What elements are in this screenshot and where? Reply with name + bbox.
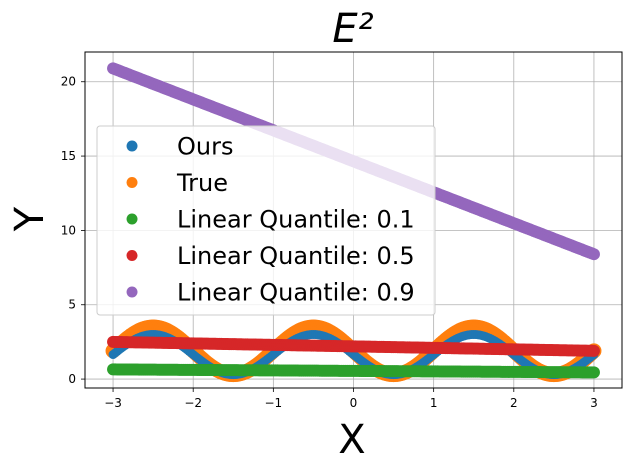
- data-point: [587, 366, 600, 379]
- legend-label: Ours: [177, 133, 233, 161]
- legend-box: [96, 125, 436, 316]
- x-tick-label: −1: [264, 396, 282, 410]
- series-linear-quantile-0-1: [107, 363, 600, 379]
- x-tick-label: −2: [184, 396, 202, 410]
- x-axis-label: X: [338, 417, 365, 463]
- y-tick-label: 15: [61, 149, 76, 163]
- series-linear-quantile-0-5: [107, 335, 600, 357]
- y-axis-label: Y: [7, 206, 53, 232]
- legend-marker: [126, 286, 138, 298]
- legend: Ours True Linear Quantile: 0.1 Linear Quant…: [96, 125, 436, 316]
- legend-label: Linear Quantile: 0.5: [177, 242, 415, 270]
- data-point: [587, 248, 600, 261]
- chart-title: E²: [332, 6, 373, 52]
- legend-label: Linear Quantile: 0.1: [177, 206, 415, 234]
- legend-label: Linear Quantile: 0.9: [177, 279, 415, 307]
- y-tick-label: 0: [68, 372, 76, 386]
- legend-marker: [126, 177, 138, 188]
- y-axis-ticks: 0 5 10 15 20: [61, 75, 85, 386]
- legend-label: True: [176, 169, 228, 197]
- legend-marker: [126, 213, 138, 225]
- data-point: [587, 344, 600, 357]
- x-tick-label: 1: [430, 396, 438, 410]
- y-tick-label: 5: [68, 298, 76, 312]
- y-tick-label: 20: [61, 75, 76, 89]
- x-axis-ticks: −3 −2 −1 0 1 2 3: [104, 388, 598, 410]
- legend-marker: [126, 140, 138, 152]
- y-tick-label: 10: [61, 223, 76, 237]
- legend-marker: [126, 250, 138, 261]
- x-tick-label: 3: [590, 396, 598, 410]
- x-tick-label: 0: [350, 396, 358, 410]
- x-tick-label: 2: [510, 396, 518, 410]
- x-tick-label: −3: [104, 396, 122, 410]
